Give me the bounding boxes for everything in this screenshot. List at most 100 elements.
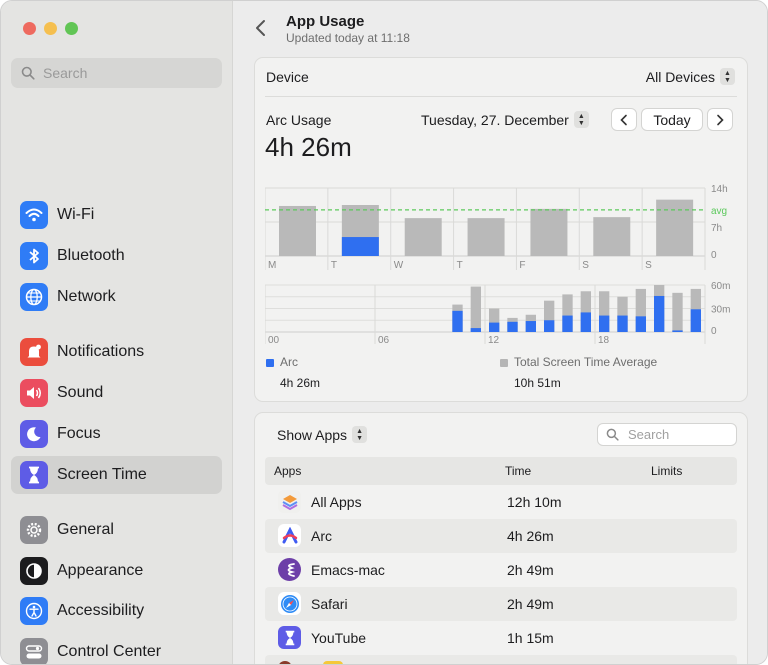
y-tick-label: 7h [711, 223, 722, 234]
table-row[interactable]: YouTube 1h 15m [265, 621, 737, 655]
column-header-time[interactable]: Time [505, 464, 532, 478]
bar-arc [489, 322, 500, 332]
chevron-left-icon [256, 20, 265, 36]
previous-day-button[interactable] [611, 108, 637, 131]
x-tick-label: 00 [268, 335, 280, 346]
search-icon [21, 66, 35, 80]
app-name: All Apps [311, 494, 362, 510]
sidebar-item-network[interactable]: Network [11, 278, 222, 316]
app-time: 2h 49m [507, 562, 554, 578]
hourglass-icon [278, 626, 301, 649]
bar-total [617, 296, 628, 332]
search-icon [606, 428, 619, 441]
sidebar-item-screen-time[interactable]: Screen Time [11, 456, 222, 494]
bar-total [635, 288, 646, 332]
app-time: 4h 26m [507, 528, 554, 544]
bar-total [593, 217, 631, 256]
table-row[interactable]: Safari 2h 49m [265, 587, 737, 621]
sidebar-item-label: Accessibility [57, 602, 145, 619]
sidebar-item-label: Wi-Fi [57, 206, 95, 223]
device-label: Device [266, 69, 309, 85]
sidebar-item-bluetooth[interactable]: Bluetooth [11, 237, 222, 275]
device-select[interactable]: All Devices ▲ ▼ [646, 68, 735, 85]
sidebar-item-control-center[interactable]: Control Center [11, 633, 222, 664]
bar-arc [580, 312, 591, 332]
close-window-button[interactable] [23, 22, 36, 35]
control-center-icon [20, 638, 48, 664]
legend-swatch-arc [266, 359, 274, 367]
gear-icon [20, 516, 48, 544]
chevron-left-icon [620, 114, 627, 125]
chevron-right-icon [717, 114, 724, 125]
app-time: 1h 15m [507, 630, 554, 646]
y-tick-label: avg [711, 206, 727, 217]
app-usage-label: Arc Usage [266, 112, 332, 128]
bar-arc [544, 320, 555, 332]
usage-total: 4h 26m [265, 132, 352, 162]
sidebar-search-input[interactable]: Search [11, 58, 222, 88]
bar-total [467, 218, 505, 256]
hourglass-icon [20, 461, 48, 489]
app-name: Emacs-mac [311, 562, 385, 578]
sidebar-item-sound[interactable]: Sound [11, 374, 222, 412]
apps-search-input[interactable]: Search [597, 423, 737, 446]
bar-total [580, 291, 591, 332]
bar-total [672, 292, 683, 332]
zoom-window-button[interactable] [65, 22, 78, 35]
sidebar-item-label: Focus [57, 425, 101, 442]
bluetooth-icon [20, 242, 48, 270]
bar-total [599, 291, 610, 332]
next-day-button[interactable] [707, 108, 733, 131]
minimize-window-button[interactable] [44, 22, 57, 35]
usage-card: Device All Devices ▲ ▼ Arc Usage 4h 26m T… [254, 57, 748, 402]
x-tick-label: M [268, 260, 276, 271]
bar-total [530, 208, 568, 256]
sidebar-item-appearance[interactable]: Appearance [11, 552, 222, 590]
back-button[interactable] [252, 17, 272, 39]
sidebar-item-notifications[interactable]: Notifications [11, 333, 222, 371]
x-tick-label: F [519, 260, 525, 271]
today-button[interactable]: Today [641, 108, 703, 131]
bar-arc [507, 321, 518, 332]
app-time: 12h 10m [507, 494, 562, 510]
bell-icon [20, 338, 48, 366]
stack-icon [278, 490, 301, 513]
apps-search-placeholder: Search [628, 427, 670, 442]
bar-arc [525, 321, 536, 332]
compass-icon [278, 592, 301, 615]
column-header-limits[interactable]: Limits [651, 464, 683, 478]
app-time: 2h 49m [507, 596, 554, 612]
table-row[interactable]: Emacs-mac 2h 49m [265, 553, 737, 587]
show-apps-select[interactable]: Show Apps ▲ ▼ [277, 426, 368, 443]
updown-chevron-icon: ▲ ▼ [352, 426, 368, 443]
sidebar-item-label: General [57, 521, 114, 538]
app-icon [278, 661, 292, 664]
main-content: App Usage Updated today at 11:18 Device … [234, 1, 767, 664]
bar-total [279, 205, 316, 256]
sidebar-item-focus[interactable]: Focus [11, 415, 222, 453]
sidebar-item-accessibility[interactable]: Accessibility [11, 592, 222, 630]
table-row[interactable] [265, 655, 737, 664]
bar-arc [690, 309, 701, 332]
sidebar-item-wifi[interactable]: Wi-Fi [11, 196, 222, 234]
table-row[interactable]: All Apps 12h 10m [265, 485, 737, 519]
emacs-icon [278, 558, 301, 581]
apps-card: Show Apps ▲ ▼ Search Apps Time Limits All… [254, 412, 748, 664]
device-select-value: All Devices [645, 68, 715, 85]
bar-total [489, 308, 500, 332]
legend-value-arc: 4h 26m [280, 376, 321, 390]
bar-arc [617, 315, 628, 332]
appearance-icon [20, 557, 48, 585]
bar-total [404, 218, 442, 256]
bar-total [544, 300, 555, 332]
sidebar: Search Wi-Fi Bluetooth Network Notificat [1, 1, 233, 664]
bar-total [470, 286, 481, 332]
date-select[interactable]: Tuesday, 27. December ▲ ▼ [421, 111, 589, 128]
sidebar-item-general[interactable]: General [11, 511, 222, 549]
table-row[interactable]: Arc 4h 26m [265, 519, 737, 553]
x-tick-label: S [582, 260, 589, 271]
bar-arc [452, 310, 463, 332]
sidebar-item-label: Sound [57, 384, 104, 401]
column-header-apps[interactable]: Apps [274, 464, 302, 478]
